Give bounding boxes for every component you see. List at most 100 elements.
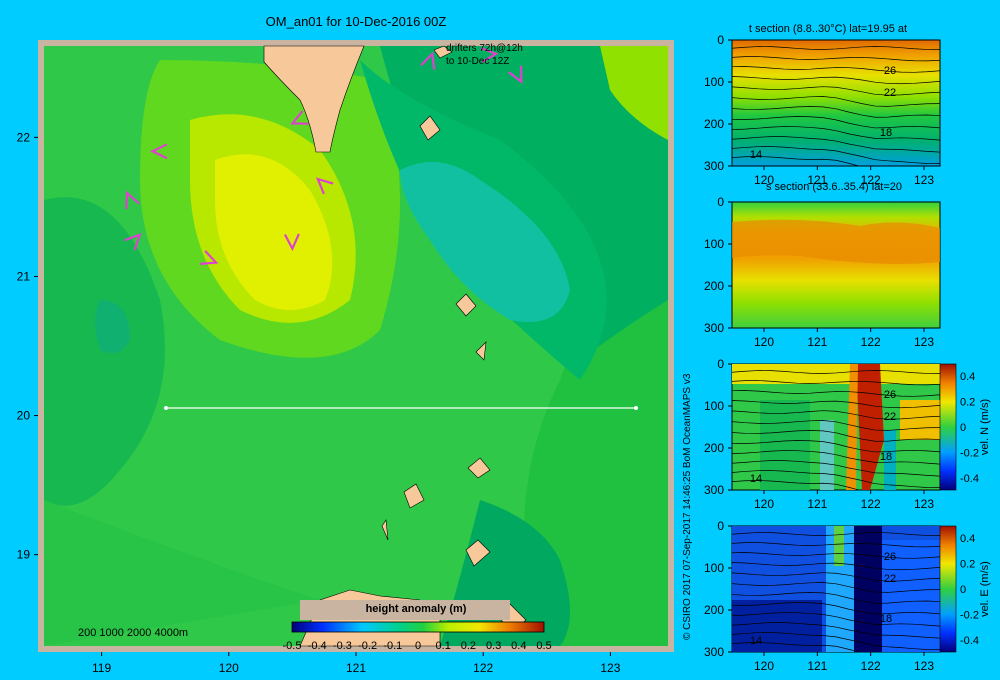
contour-line <box>732 410 940 420</box>
drifter-arrow <box>200 250 219 265</box>
height-colorbar-tick-label: -0.3 <box>333 640 352 652</box>
map-x-tick-label: 119 <box>92 661 111 675</box>
vel-e-section-panel: 26 22 18 14 120 121 122 123 0 100 200 300 0.4 0.2 0 -… <box>704 519 991 673</box>
height-colorbar-tick-label: 0.2 <box>461 640 476 652</box>
height-colorbar-tick-label: 0 <box>415 640 421 652</box>
contour-label: 26 <box>884 551 896 563</box>
contour-label: 18 <box>880 127 892 139</box>
contour-line <box>732 126 940 141</box>
island <box>433 45 453 59</box>
section-x-tick-label: 121 <box>807 173 827 187</box>
drifters-label-line2: to 10-Dec 12Z <box>446 56 509 67</box>
map-field <box>44 46 668 646</box>
contour-line <box>732 136 940 153</box>
contour-line <box>732 480 861 490</box>
drifter-arrow <box>480 46 499 63</box>
map-x-tick-label: 122 <box>473 661 493 675</box>
height-colorbar: height anomaly (m) -0.5 -0.4 -0.3 -0.2 -0.1 0… <box>283 600 552 652</box>
contour-line <box>732 450 940 465</box>
contour-line <box>732 96 940 107</box>
section-x-tick-label: 121 <box>807 497 827 511</box>
drifter-arrow <box>149 143 168 160</box>
height-colorbar-tick-label: -0.4 <box>308 640 327 652</box>
vel-n-colorbar <box>939 363 957 491</box>
contour-line <box>732 66 940 73</box>
section-y-tick-label: 300 <box>704 159 724 173</box>
contour-line <box>732 632 940 650</box>
island <box>465 539 491 567</box>
section-y-tick-label: 200 <box>704 441 724 455</box>
height-colorbar-tick-label: 0.3 <box>486 640 501 652</box>
section-y-tick-label: 200 <box>704 603 724 617</box>
drifter-arrow <box>507 65 523 84</box>
section-x-tick-label: 123 <box>914 497 934 511</box>
section-y-tick-label: 300 <box>704 645 724 659</box>
section-line <box>164 406 638 410</box>
contour-line <box>732 572 940 582</box>
vel-n-colorbar-label: vel. N (m/s) <box>979 399 991 455</box>
map-x-tick-label: 123 <box>600 661 620 675</box>
section-y-tick-label: 300 <box>704 321 724 335</box>
vel-colorbar-tick-label: 0.2 <box>960 397 975 409</box>
contour-line <box>732 400 940 409</box>
contour-line <box>732 562 940 571</box>
contour-label: 22 <box>884 87 896 99</box>
height-colorbar-tick-label: 0.1 <box>436 640 451 652</box>
contour-line <box>732 380 940 386</box>
section-y-tick-label: 300 <box>704 483 724 497</box>
section-x-tick-label: 120 <box>754 497 774 511</box>
drifters-label-line1: drifters 72h@12h <box>446 43 523 54</box>
contour-label: 22 <box>884 411 896 423</box>
contour-label: 14 <box>750 473 762 485</box>
height-colorbar-tick-label: -0.1 <box>383 640 402 652</box>
credit-text: © CSIRO 2017 07-Sep-2017 14:46:25 BoM Oc… <box>682 373 693 640</box>
section-x-tick-label: 122 <box>861 173 881 187</box>
section-x-tick-label: 121 <box>807 335 827 349</box>
height-colorbar-tick-label: -0.5 <box>283 640 302 652</box>
contour-label: 14 <box>750 149 762 161</box>
map-title: OM_an01 for 10-Dec-2016 00Z <box>266 14 447 29</box>
section-x-tick-label: 120 <box>754 659 774 673</box>
s-section-panel: s section (33.6..35.4) lat=20 120 121 122 1… <box>704 181 941 349</box>
contour-line <box>732 46 940 50</box>
contour-line <box>732 612 940 627</box>
vel-e-colorbar <box>939 525 957 653</box>
contour-line <box>732 146 940 164</box>
contour-line <box>732 460 940 477</box>
contour-line <box>732 622 940 639</box>
map-y-tick-label: 22 <box>17 130 31 144</box>
vel-colorbar-tick-label: 0 <box>960 422 966 434</box>
section-y-tick-label: 0 <box>717 357 724 371</box>
contour-label: 18 <box>880 613 892 625</box>
contour-line <box>732 106 940 118</box>
map-x-tick-label: 120 <box>219 661 239 675</box>
section-y-tick-label: 100 <box>704 75 724 89</box>
map-plot: drifters 72h@12h to 10-Dec 12Z 200 1000 … <box>17 40 674 675</box>
section-x-tick-label: 123 <box>914 173 934 187</box>
section-x-tick-label: 122 <box>861 659 881 673</box>
contour-line <box>732 56 940 62</box>
drifter-arrows <box>124 46 523 265</box>
island <box>419 115 441 141</box>
contour-line <box>732 542 940 548</box>
drifter-arrow <box>125 190 140 210</box>
section-y-tick-label: 0 <box>717 519 724 533</box>
section-y-tick-label: 100 <box>704 399 724 413</box>
drifter-arrow <box>283 233 300 252</box>
map-y-tick-label: 20 <box>17 409 31 423</box>
contour-line <box>732 552 940 559</box>
section-x-tick-label: 123 <box>914 335 934 349</box>
section-y-tick-label: 200 <box>704 117 724 131</box>
height-colorbar-tick-label: 0.5 <box>536 640 551 652</box>
contour-line <box>732 592 940 604</box>
map-y-tick-label: 19 <box>17 548 31 562</box>
drifter-arrow <box>124 232 142 251</box>
vel-colorbar-tick-label: 0.2 <box>960 559 975 571</box>
vel-colorbar-tick-label: -0.2 <box>960 448 979 460</box>
contour-line <box>732 370 940 374</box>
contour-line <box>732 156 861 166</box>
drifter-arrow <box>290 110 309 125</box>
t-section-panel: t section (8.8..30°C) lat=19.95 at 26 22 1… <box>704 23 941 187</box>
contour-line <box>732 470 940 488</box>
contour-line <box>732 420 940 431</box>
